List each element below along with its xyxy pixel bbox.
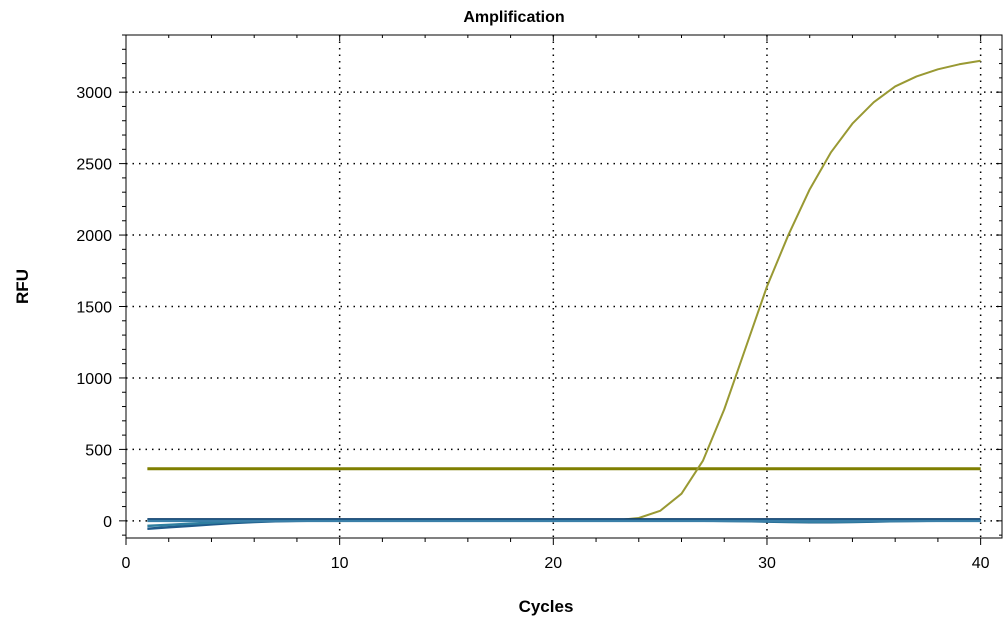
plot-frame [125,34,1003,539]
x-tick-label: 30 [758,555,776,572]
series-layer [147,59,981,530]
grid-layer [126,35,1002,538]
y-tick-label: 0 [103,514,112,531]
x-axis-title: Cycles [519,597,574,616]
y-tick-label: 3000 [76,85,112,102]
chart-title: Amplification [463,9,564,26]
y-tick-label: 2000 [76,228,112,245]
x-tick-label: 0 [122,555,131,572]
x-tick-label: 20 [544,555,562,572]
y-tick-label: 1500 [76,300,112,317]
x-tick-label: 40 [972,555,990,572]
x-tick-label: 10 [331,555,349,572]
tick-layer: 0 10 20 30 40 0 500 1000 1500 2000 2500 3000 [76,34,1002,572]
series-line-1 [147,59,981,522]
y-tick-label: 500 [85,442,112,459]
y-tick-label: 1000 [76,371,112,388]
y-axis-title: RFU [13,269,32,304]
y-tick-label: 2500 [76,157,112,174]
